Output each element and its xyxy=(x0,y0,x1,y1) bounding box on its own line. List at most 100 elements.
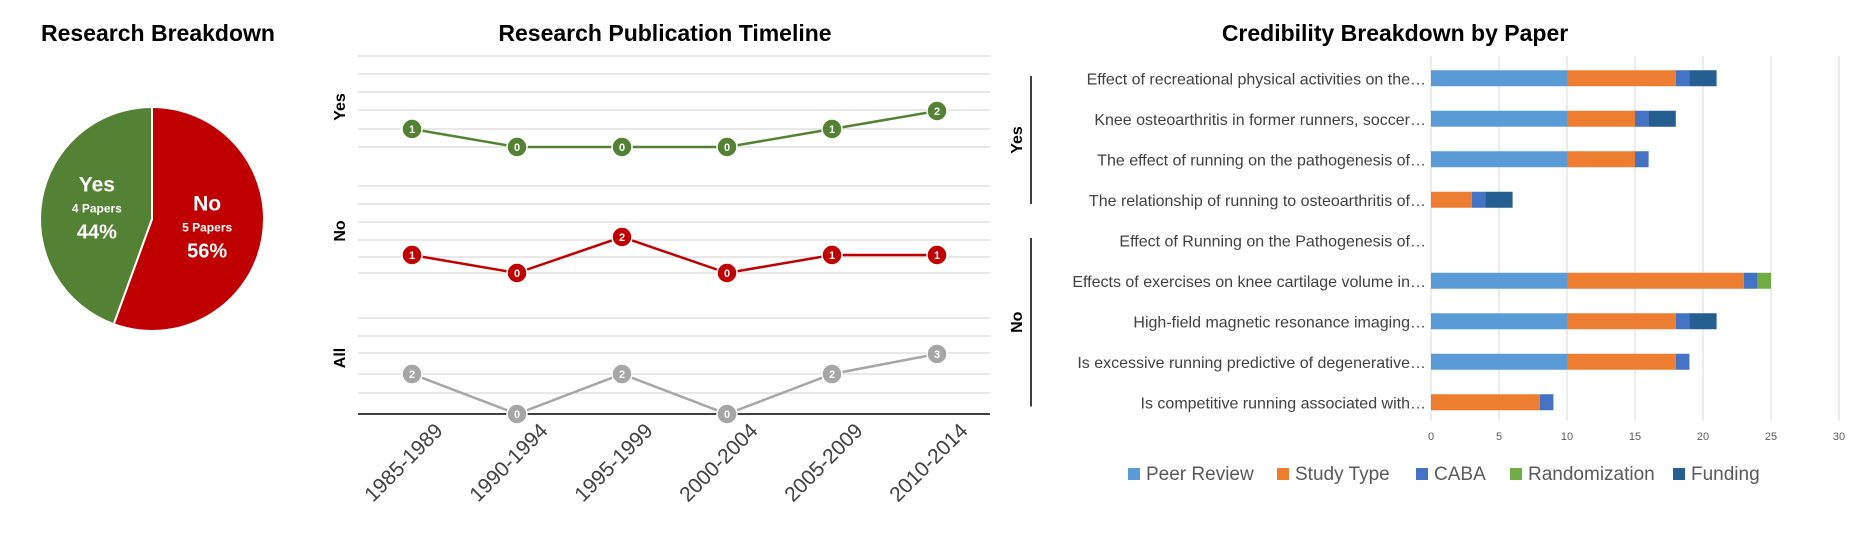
pie-label-yes: Yes xyxy=(79,173,115,196)
timeline-point-all-5 xyxy=(926,343,948,365)
timeline-point-all-2 xyxy=(611,363,633,385)
timeline-series-label-no: No xyxy=(332,220,349,242)
credibility-bar-study-type xyxy=(1567,151,1635,168)
pie-label-no: No xyxy=(193,193,221,216)
timeline-category-label: 2005-2009 xyxy=(780,419,867,506)
credibility-paper-label: Effect of Running on the Pathogenesis of… xyxy=(1119,233,1426,250)
credibility-bar-caba xyxy=(1675,70,1690,87)
credibility-x-tick-label: 5 xyxy=(1496,431,1502,443)
pie-sublabel-yes: 4 Papers xyxy=(72,201,122,215)
timeline-point-all-0 xyxy=(401,363,423,385)
timeline-point-yes-3 xyxy=(716,136,738,158)
credibility-bar-peer-review xyxy=(1431,151,1567,168)
credibility-bar-funding xyxy=(1485,191,1513,208)
credibility-x-tick-label: 30 xyxy=(1833,431,1845,443)
timeline-point-yes-4 xyxy=(821,118,843,140)
timeline-point-no-0 xyxy=(401,244,423,266)
timeline-value-yes-0: 1 xyxy=(409,124,415,136)
timeline-value-no-1: 0 xyxy=(514,268,520,280)
credibility-paper-label: Is competitive running associated with… xyxy=(1141,395,1426,412)
credibility-bar-caba xyxy=(1471,191,1486,208)
credibility-bar-funding xyxy=(1689,70,1717,87)
credibility-title: Credibility Breakdown by Paper xyxy=(1222,20,1568,46)
credibility-bar-peer-review xyxy=(1431,313,1567,330)
timeline-title: Research Publication Timeline xyxy=(498,20,831,46)
credibility-bar-study-type xyxy=(1567,70,1676,87)
credibility-bar-study-type xyxy=(1567,353,1676,370)
timeline-value-all-1: 0 xyxy=(514,409,520,421)
timeline-point-all-3 xyxy=(716,403,738,425)
timeline-point-yes-0 xyxy=(401,118,423,140)
credibility-plot: 0 5 10 15 20 25 30 Effect of recreational physi… xyxy=(1009,56,1845,443)
pie-sublabel-no: 5 Papers xyxy=(182,221,232,235)
timeline-value-all-0: 2 xyxy=(409,369,415,381)
timeline-line-yes xyxy=(411,109,938,149)
pie-slice-no xyxy=(112,105,265,332)
timeline-value-all-2: 2 xyxy=(619,369,625,381)
timeline-line-all xyxy=(411,352,938,416)
credibility-bar-study-type xyxy=(1567,272,1744,289)
timeline-point-no-2 xyxy=(611,226,633,248)
timeline-category-label: 1995-1999 xyxy=(570,419,657,506)
credibility-legend: Peer Review Study Type CABA Randomization Fu… xyxy=(1128,464,1760,485)
credibility-paper-label: The relationship of running to osteoarth… xyxy=(1089,193,1426,210)
credibility-bar-study-type xyxy=(1431,394,1540,411)
timeline-point-all-4 xyxy=(821,363,843,385)
timeline-value-all-5: 3 xyxy=(934,349,940,361)
timeline-value-no-3: 0 xyxy=(724,268,730,280)
timeline-point-yes-1 xyxy=(506,136,528,158)
credibility-paper-label: The effect of running on the pathogenesi… xyxy=(1097,152,1426,169)
pie-slice-yes xyxy=(39,105,153,326)
credibility-bar-peer-review xyxy=(1431,353,1567,370)
legend-label-funding: Funding xyxy=(1691,464,1760,485)
pie-title: Research Breakdown xyxy=(41,20,275,46)
timeline-point-yes-2 xyxy=(611,136,633,158)
timeline-value-all-3: 0 xyxy=(724,409,730,421)
credibility-x-tick-label: 25 xyxy=(1765,431,1777,443)
pie-percent-no: 56% xyxy=(187,241,227,263)
credibility-bar-caba xyxy=(1635,151,1649,168)
credibility-bar-study-type xyxy=(1567,313,1676,330)
credibility-bar-caba xyxy=(1635,110,1649,127)
legend-label-caba: CABA xyxy=(1434,464,1486,485)
timeline-value-no-0: 1 xyxy=(409,250,415,262)
pie-labels: No 5 Papers 56% Yes 4 Papers 44% xyxy=(72,173,233,262)
timeline-point-no-5 xyxy=(926,244,948,266)
timeline-series-label-all: All xyxy=(332,348,349,368)
credibility-paper-label: High-field magnetic resonance imaging… xyxy=(1133,314,1426,331)
legend-swatch-study-type xyxy=(1277,468,1289,480)
research-breakdown-chart: Research Breakdown No 5 Papers 56% Yes 4 Pap… xyxy=(39,20,275,332)
pie-percent-yes: 44% xyxy=(77,221,117,243)
credibility-bar-study-type xyxy=(1567,110,1635,127)
timeline-value-yes-4: 1 xyxy=(829,124,835,136)
credibility-x-tick-label: 0 xyxy=(1428,431,1434,443)
timeline-value-no-5: 1 xyxy=(934,250,940,262)
credibility-paper-label: Effect of recreational physical activiti… xyxy=(1087,71,1426,88)
credibility-x-tick-label: 10 xyxy=(1561,431,1573,443)
timeline-point-no-1 xyxy=(506,262,528,284)
timeline-value-all-4: 2 xyxy=(829,369,835,381)
timeline-point-no-4 xyxy=(821,244,843,266)
credibility-x-tick-label: 20 xyxy=(1697,431,1709,443)
credibility-group-label-yes: Yes xyxy=(1009,126,1026,154)
timeline-value-yes-2: 0 xyxy=(619,142,625,154)
timeline-category-label: 1985-1989 xyxy=(360,419,447,506)
credibility-paper-label: Knee osteoarthritis in former runners, s… xyxy=(1094,112,1426,129)
credibility-group-label-no: No xyxy=(1009,311,1026,333)
publication-timeline-chart: Research Publication Timeline Yes 1 0 0 0 1 2 N… xyxy=(332,20,990,507)
credibility-bar-funding xyxy=(1648,110,1676,127)
timeline-line-no xyxy=(411,235,937,275)
timeline-category-label: 2010-2014 xyxy=(885,419,973,507)
credibility-bar-funding xyxy=(1689,313,1717,330)
legend-label-randomization: Randomization xyxy=(1528,464,1655,485)
credibility-bar-study-type xyxy=(1431,191,1472,208)
credibility-bar-caba xyxy=(1675,313,1690,330)
credibility-bar-caba xyxy=(1675,353,1690,370)
credibility-x-tick-label: 15 xyxy=(1629,431,1641,443)
timeline-point-all-1 xyxy=(506,403,528,425)
credibility-bar-caba xyxy=(1743,272,1758,289)
legend-swatch-funding xyxy=(1673,468,1685,480)
timeline-plot: Yes 1 0 0 0 1 2 No 1 0 2 0 1 1 All 2 0 2 0 2 3 1985-1989 1990-… xyxy=(332,55,990,507)
pie-slices xyxy=(39,105,265,332)
